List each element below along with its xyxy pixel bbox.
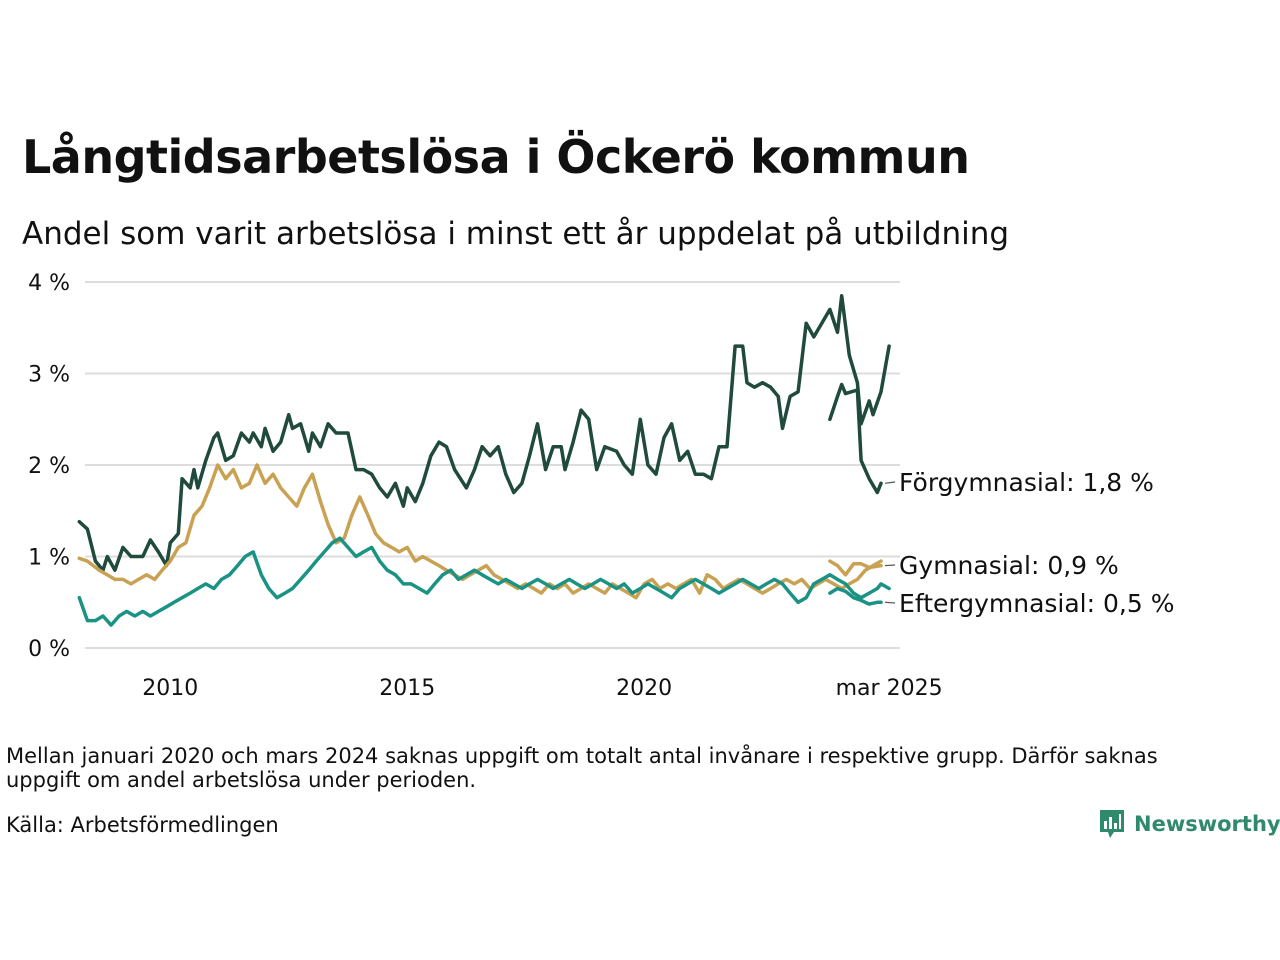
label-connector <box>885 564 896 567</box>
y-tick-label: 2 % <box>28 454 70 479</box>
brand-name: Newsworthy <box>1134 812 1280 836</box>
x-tick-label: 2015 <box>379 676 435 700</box>
x-axis-ticks: 2010 2015 2020 mar 2025 <box>142 676 942 700</box>
series-label-gymnasial: Gymnasial: 0,9 % <box>899 551 1119 580</box>
series-labels: Förgymnasial: 1,8 % Gymnasial: 0,9 % Efter… <box>884 468 1174 618</box>
chart-title: Långtidsarbetslösa i Öckerö kommun <box>22 130 970 184</box>
y-tick-label: 4 % <box>28 271 70 296</box>
x-tick-label: mar 2025 <box>836 676 943 700</box>
series-line-gymnasial <box>828 559 883 577</box>
x-tick-label: 2020 <box>616 676 672 700</box>
series-line-eftergymnasial <box>828 586 883 606</box>
brand-logo: Newsworthy <box>1098 808 1280 840</box>
y-axis-ticks: 0 % 1 % 2 % 3 % 4 % <box>28 271 70 662</box>
chart-subtitle: Andel som varit arbetslösa i minst ett å… <box>22 216 1010 252</box>
series-line-gymnasial <box>77 463 883 600</box>
series-lines <box>77 293 891 627</box>
series-label-eftergymnasial: Eftergymnasial: 0,5 % <box>899 589 1174 618</box>
chart-footnote: Mellan januari 2020 och mars 2024 saknas… <box>6 744 1158 792</box>
newsworthy-logo-icon <box>1100 810 1124 838</box>
grid-lines <box>85 281 900 649</box>
line-chart: 0 % 1 % 2 % 3 % 4 % 2010 2015 2020 mar 2025 För… <box>28 271 1174 700</box>
series-line-eftergymnasial <box>77 536 891 627</box>
y-tick-label: 0 % <box>28 637 70 662</box>
label-connector <box>884 481 896 484</box>
x-tick-label: 2010 <box>142 676 198 700</box>
source-note: Källa: Arbetsförmedlingen <box>6 813 279 837</box>
y-tick-label: 3 % <box>28 363 70 388</box>
y-tick-label: 1 % <box>28 546 70 571</box>
series-label-förgymnasial: Förgymnasial: 1,8 % <box>899 468 1154 497</box>
label-connector <box>885 601 896 604</box>
series-line-förgymnasial <box>828 382 883 495</box>
series-line-förgymnasial <box>77 293 891 572</box>
